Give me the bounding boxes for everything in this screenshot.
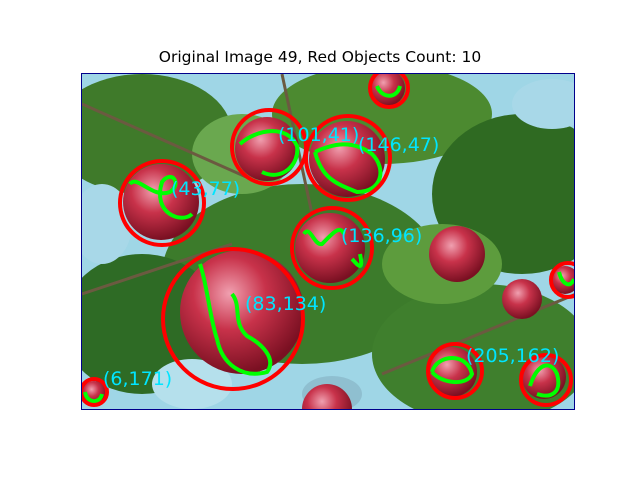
detection-circle — [426, 342, 484, 400]
green-contours — [83, 85, 574, 404]
detection-circle — [368, 74, 410, 109]
detection-label: (43,77) — [171, 178, 240, 200]
figure-title: Original Image 49, Red Objects Count: 10 — [158, 48, 482, 66]
apple-tree-photo: (101,41) (146,47) (43,77) (136,96) (83,1… — [82, 74, 574, 409]
image-panel: (101,41) (146,47) (43,77) (136,96) (83,1… — [81, 73, 575, 410]
detection-label: (136,96) — [341, 225, 422, 247]
detection-circles — [82, 74, 574, 407]
detection-circle — [304, 114, 392, 202]
detection-circle — [82, 377, 109, 407]
detection-circle — [290, 206, 374, 290]
detection-circle — [161, 247, 305, 391]
coordinate-labels: (101,41) (146,47) (43,77) (136,96) (83,1… — [103, 124, 559, 390]
detection-circle — [118, 159, 206, 247]
detection-circle — [519, 353, 573, 407]
detection-circle — [549, 261, 574, 299]
detection-label: (146,47) — [358, 134, 439, 156]
detection-label: (101,41) — [278, 124, 359, 146]
detection-label: (83,134) — [245, 293, 326, 315]
detection-label: (6,171) — [103, 368, 172, 390]
detection-label: (205,162) — [466, 345, 559, 367]
